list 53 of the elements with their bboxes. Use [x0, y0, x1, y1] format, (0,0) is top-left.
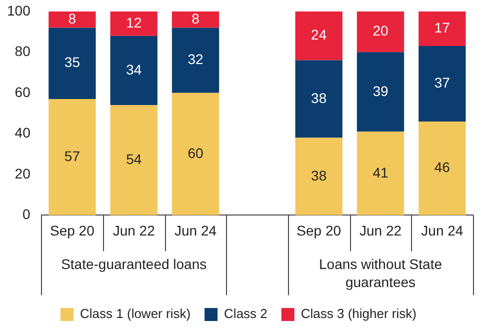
data-label: 41 — [372, 164, 388, 180]
y-tick-label: 40 — [14, 124, 31, 141]
data-label: 8 — [68, 10, 76, 26]
bar — [418, 121, 466, 216]
legend-label: Class 1 (lower risk) — [80, 306, 191, 322]
bar — [295, 138, 342, 216]
bar — [295, 60, 342, 138]
data-label: 35 — [64, 54, 80, 70]
y-tick-label: 60 — [14, 84, 31, 100]
bar — [172, 11, 220, 28]
y-tick-label: 80 — [14, 43, 31, 60]
bar — [48, 99, 96, 216]
data-label: 20 — [372, 22, 388, 39]
bar — [356, 11, 404, 52]
y-tick-label: 0 — [22, 206, 31, 222]
text: State-guaranteed loans — [61, 256, 207, 272]
bar — [172, 28, 220, 93]
data-label: 54 — [126, 151, 142, 168]
bar — [295, 11, 342, 60]
data-label: 17 — [434, 20, 450, 36]
data-label: 32 — [188, 51, 204, 68]
x-tick-label: Jun 22 — [112, 222, 156, 238]
data-label: 60 — [188, 144, 204, 161]
y-tick-label: 100 — [7, 2, 31, 18]
bar — [418, 46, 466, 122]
bar — [356, 132, 404, 216]
data-label: 39 — [372, 82, 388, 99]
x-tick-label: Sep 20 — [50, 222, 95, 238]
legend-label: Class 3 (higher risk) — [300, 306, 416, 322]
bar — [48, 11, 96, 28]
data-label: 38 — [311, 167, 327, 184]
bar — [172, 92, 220, 216]
data-label: 12 — [126, 14, 142, 30]
bar — [48, 28, 96, 100]
bar — [356, 52, 404, 132]
data-label: 38 — [311, 90, 327, 106]
data-label: 57 — [64, 148, 80, 164]
bar — [110, 105, 158, 216]
bar — [418, 11, 466, 46]
bar — [110, 11, 158, 36]
x-tick-label: Jun 24 — [421, 222, 464, 238]
y-tick-label: 20 — [14, 165, 31, 182]
data-label: 8 — [192, 10, 200, 26]
data-label: 34 — [126, 61, 142, 78]
x-tick-label: Jun 24 — [174, 222, 217, 238]
bar — [110, 36, 158, 106]
legend-label: Class 2 — [224, 306, 268, 322]
data-label: 37 — [434, 74, 450, 91]
x-tick-label: Jun 22 — [359, 222, 402, 238]
data-label: 46 — [434, 159, 450, 176]
x-tick-label: Sep 20 — [296, 222, 342, 238]
text: Loans without State guarantees — [319, 256, 442, 290]
data-label: 24 — [311, 26, 327, 43]
